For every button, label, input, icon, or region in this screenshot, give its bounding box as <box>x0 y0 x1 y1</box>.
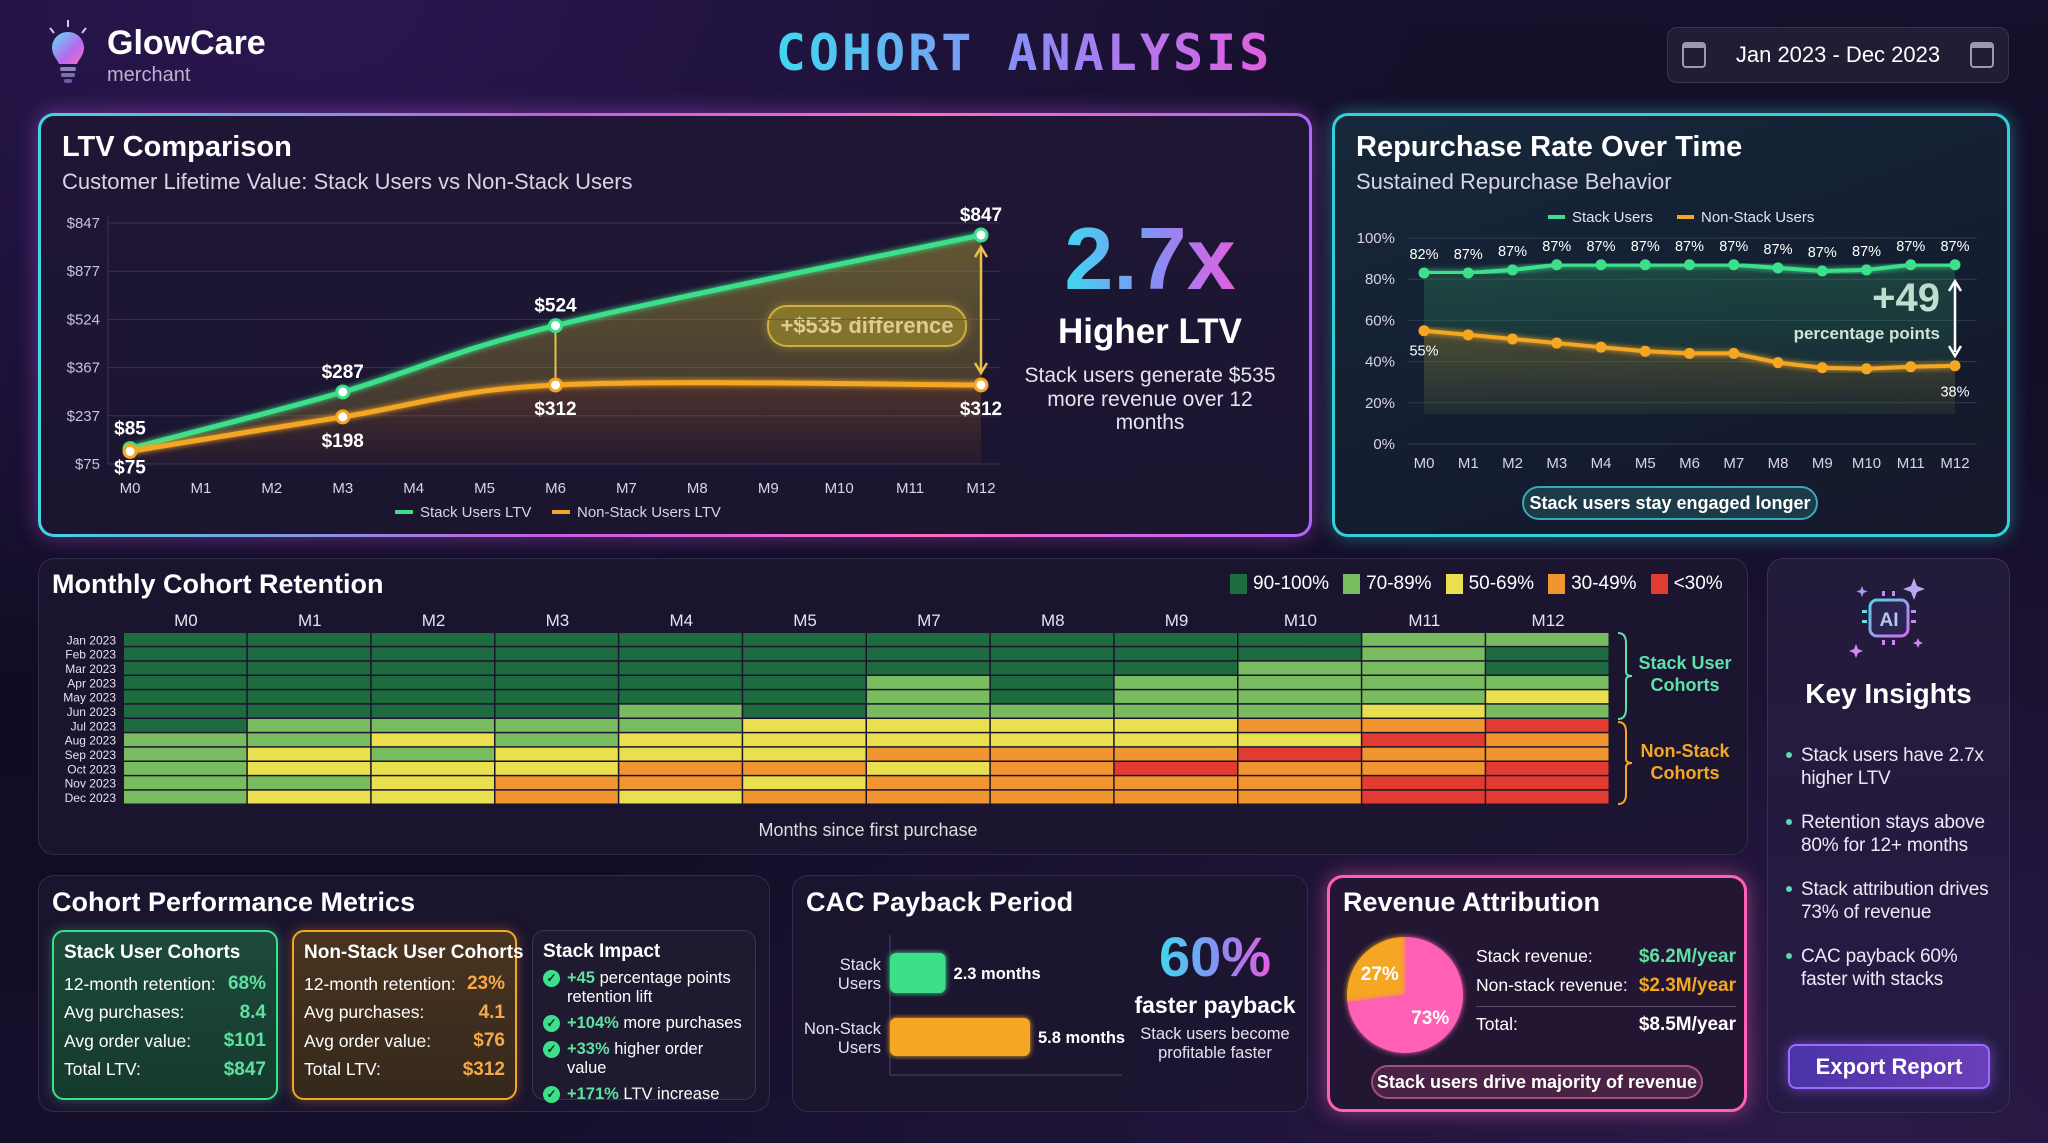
legend-item: 30-49% <box>1548 573 1637 595</box>
legend-swatch <box>1650 573 1668 594</box>
repurchase-delta: +49 <box>1872 276 1940 320</box>
insight-item: Stack attribution drives 73% of revenue <box>1786 878 2008 924</box>
non-stack-cohort-card: Non-Stack User Cohorts 12-month retentio… <box>292 930 524 1100</box>
check-icon: ✓ <box>543 1086 560 1103</box>
card-title: Stack Impact <box>543 941 661 962</box>
stack-impact-card: Stack Impact ✓ +45 percentage points rete… <box>532 930 756 1103</box>
metric-row: 12-month retention: 23% <box>304 973 505 995</box>
cac-percent: 60% <box>1158 925 1272 988</box>
insights-list: Stack users have 2.7x higher LTV Retenti… <box>1786 744 2008 991</box>
repurchase-insight-badge: Stack users stay engaged longer <box>1522 486 1818 520</box>
revenue-total-row: Total: $8.5M/year <box>1476 1006 1736 1042</box>
date-range-value: Jan 2023 - Dec 2023 <box>1735 42 1941 67</box>
check-icon: ✓ <box>543 1015 560 1032</box>
insight-item: CAC payback 60% faster with stacks <box>1786 945 2008 991</box>
page-title: COHORT ANALYSIS <box>775 24 1273 82</box>
legend-swatch <box>1230 573 1247 594</box>
repurchase-delta-label: percentage points <box>1793 324 1940 343</box>
metric-row: Avg purchases: 8.4 <box>64 1001 266 1023</box>
revenue-row: Non-stack revenue: $2.3M/year <box>1476 974 1736 996</box>
revenue-row: Stack revenue: $6.2M/year <box>1476 945 1736 967</box>
metric-row: Avg order value: $101 <box>64 1030 266 1052</box>
repurchase-subtitle: Sustained Repurchase Behavior <box>1356 169 1672 194</box>
cac-payback-panel <box>792 875 1308 1112</box>
check-icon: ✓ <box>543 970 560 987</box>
ai-chip-sparkle-icon: AI <box>1849 578 1925 658</box>
calendar-icon <box>1682 42 1706 68</box>
revenue-title: Revenue Attribution <box>1343 887 1601 917</box>
cac-description: Stack users become profitable faster <box>1140 1025 1290 1062</box>
lightbulb-logo-icon <box>49 20 87 83</box>
insights-title: Key Insights <box>1805 678 1972 709</box>
legend-item: 70-89% <box>1343 573 1432 595</box>
impact-item: ✓ +45 percentage points retention lift <box>543 969 745 1007</box>
cac-title: CAC Payback Period <box>806 887 1074 917</box>
metric-row: 12-month retention: 68% <box>64 973 266 995</box>
ltv-difference-badge: +$535 difference <box>767 305 967 347</box>
stack-cohorts-label: Stack User Cohorts <box>1638 653 1732 695</box>
cac-percent-label: faster payback <box>1134 992 1296 1018</box>
revenue-breakdown: Stack revenue: $6.2M/year Non-stack reven… <box>1476 942 1736 1042</box>
heatmap-legend: 90-100% 70-89% 50-69% 30-49% <30% <box>1230 573 1723 595</box>
stack-cohort-card: Stack User Cohorts 12-month retention: 68… <box>52 930 278 1100</box>
heatmap-x-axis-label: Months since first purchase <box>758 820 978 840</box>
metrics-title: Cohort Performance Metrics <box>52 887 416 917</box>
ltv-multiplier-label: Higher LTV <box>1057 312 1243 351</box>
metric-row: Avg order value: $76 <box>304 1030 505 1052</box>
ltv-multiplier: 2.7x <box>1064 209 1236 308</box>
impact-item: ✓ +171% LTV increase <box>543 1085 745 1104</box>
export-report-button[interactable]: Export Report <box>1788 1044 1990 1089</box>
non-stack-cohorts-label: Non-Stack Cohorts <box>1640 741 1730 783</box>
ltv-description: Stack users generate $535 more revenue ov… <box>1024 364 1276 434</box>
cohort-retention-panel <box>38 558 1748 855</box>
card-title: Non-Stack User Cohorts <box>304 942 524 963</box>
brand-name: GlowCare <box>107 24 266 62</box>
legend-item: 90-100% <box>1230 573 1329 595</box>
metric-row: Total LTV: $312 <box>304 1058 505 1080</box>
heatmap-title: Monthly Cohort Retention <box>52 569 384 599</box>
card-title: Stack User Cohorts <box>64 942 241 963</box>
legend-swatch <box>1445 573 1463 594</box>
ltv-subtitle: Customer Lifetime Value: Stack Users vs … <box>62 169 633 194</box>
calendar-icon[interactable] <box>1969 42 1994 68</box>
check-icon: ✓ <box>543 1041 560 1058</box>
ltv-title: LTV Comparison <box>62 131 292 163</box>
metric-row: Total LTV: $847 <box>64 1058 266 1080</box>
legend-swatch <box>1343 573 1361 594</box>
brand-subtitle: merchant <box>107 64 191 86</box>
legend-item: <30% <box>1650 573 1723 595</box>
insight-item: Retention stays above 80% for 12+ months <box>1786 811 2008 857</box>
impact-item: ✓ +33% higher order value <box>543 1040 745 1078</box>
date-range-picker[interactable]: Jan 2023 - Dec 2023 <box>1667 27 2009 83</box>
svg-text:AI: AI <box>1880 610 1899 631</box>
metric-row: Avg purchases: 4.1 <box>304 1001 505 1023</box>
key-insights-panel <box>1767 558 2010 1113</box>
legend-swatch <box>1548 573 1566 594</box>
insight-item: Stack users have 2.7x higher LTV <box>1786 744 2008 790</box>
legend-item: 50-69% <box>1445 573 1534 595</box>
impact-item: ✓ +104% more purchases <box>543 1014 745 1033</box>
revenue-insight-badge: Stack users drive majority of revenue <box>1371 1065 1703 1099</box>
repurchase-title: Repurchase Rate Over Time <box>1356 131 1743 163</box>
